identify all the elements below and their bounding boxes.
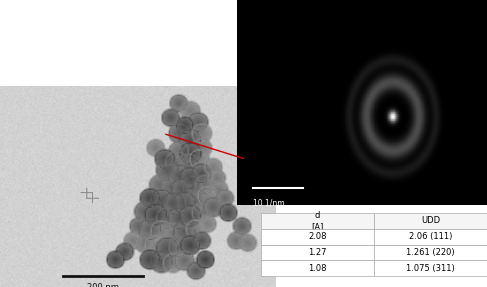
Text: 10 1/nm: 10 1/nm bbox=[253, 198, 284, 208]
Text: 200 nm: 200 nm bbox=[87, 282, 119, 287]
